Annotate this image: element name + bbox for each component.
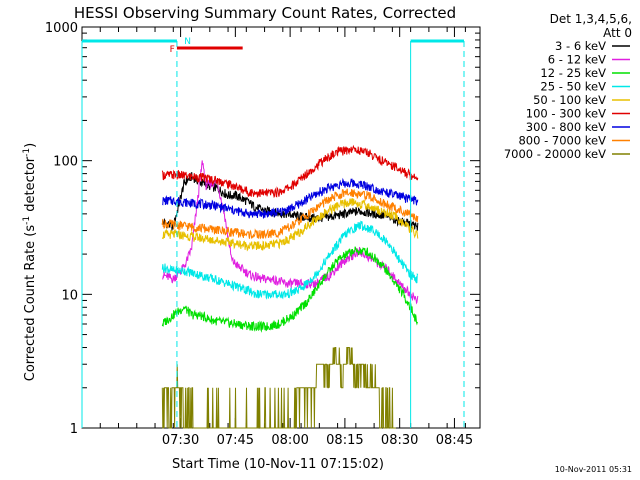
annotations: NF bbox=[81, 37, 465, 428]
y-axis-label-end: ) bbox=[23, 143, 38, 148]
flare-flag-label: F bbox=[170, 45, 175, 55]
x-tick-label: 07:30 bbox=[162, 433, 199, 448]
legend-title-1: Det 1,3,4,5,6, bbox=[550, 12, 632, 26]
x-tick-label: 07:45 bbox=[217, 433, 254, 448]
legend-label-5: 100 - 300 keV bbox=[526, 107, 606, 121]
series-line-4 bbox=[161, 198, 419, 252]
legend-label-0: 3 - 6 keV bbox=[555, 39, 606, 53]
x-tick-label: 08:15 bbox=[326, 433, 363, 448]
legend-title-2: Att 0 bbox=[603, 26, 632, 40]
series-line-7 bbox=[161, 188, 419, 240]
series-line-5 bbox=[161, 144, 419, 199]
legend-label-8: 7000 - 20000 keV bbox=[504, 147, 606, 161]
y-axis-label: Corrected Count Rate (s-1 detector-1) bbox=[22, 143, 38, 381]
y-axis-label-sup1: -1 bbox=[22, 216, 32, 225]
data-series bbox=[161, 144, 419, 429]
y-axis-label-sup2: -1 bbox=[22, 148, 32, 157]
y-tick-label: 10 bbox=[61, 288, 78, 303]
legend-label-3: 25 - 50 keV bbox=[540, 80, 606, 94]
legend-label-4: 50 - 100 keV bbox=[533, 93, 606, 107]
legend-label-1: 6 - 12 keV bbox=[548, 53, 606, 67]
y-tick-label: 100 bbox=[53, 155, 78, 170]
y-tick-label: 1000 bbox=[45, 21, 78, 36]
chart-title: HESSI Observing Summary Count Rates, Cor… bbox=[74, 4, 456, 22]
plot-frame bbox=[81, 26, 481, 429]
series-line-1 bbox=[162, 160, 419, 305]
legend-label-6: 300 - 800 keV bbox=[526, 120, 606, 134]
series-line-6 bbox=[162, 177, 419, 219]
y-axis-label-mid: detector bbox=[23, 156, 38, 216]
legend-label-7: 800 - 7000 keV bbox=[518, 134, 606, 148]
x-tick-label: 08:45 bbox=[436, 433, 473, 448]
y-axis-label-main: Corrected Count Rate (s bbox=[23, 225, 38, 382]
timestamp-footer: 10-Nov-2011 05:31 bbox=[555, 465, 632, 474]
night-flag-label: N bbox=[184, 37, 191, 47]
series-line-8 bbox=[161, 347, 396, 429]
legend-label-2: 12 - 25 keV bbox=[540, 66, 606, 80]
x-axis-label: Start Time (10-Nov-11 07:15:02) bbox=[172, 457, 384, 472]
y-tick-label: 1 bbox=[70, 422, 78, 437]
x-tick-label: 08:30 bbox=[381, 433, 418, 448]
series-line-2 bbox=[161, 246, 418, 333]
series-line-3 bbox=[161, 220, 419, 300]
x-tick-label: 08:00 bbox=[271, 433, 308, 448]
